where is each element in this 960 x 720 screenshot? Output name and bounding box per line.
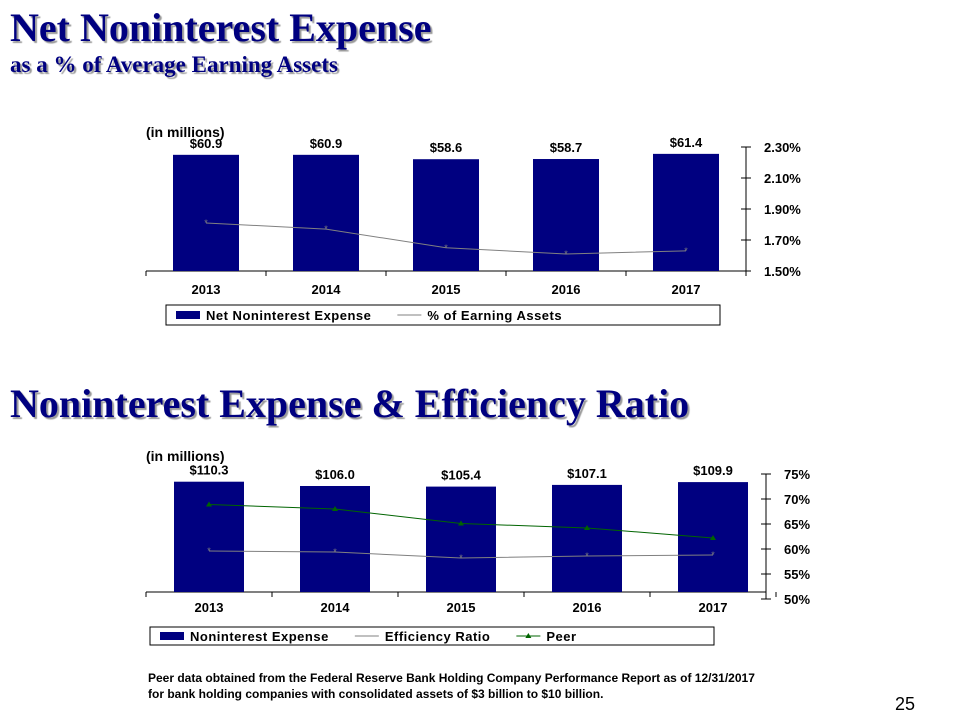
chart2-point-peer-2014 xyxy=(332,506,338,511)
chart1-point--of-earning-assets-2016: * xyxy=(564,249,568,259)
chart1-unit-label: (in millions) xyxy=(146,124,225,140)
chart2-point-efficiency-ratio-2014: * xyxy=(333,547,337,557)
chart2-y2-tick-label: 70% xyxy=(784,492,810,507)
chart2-point-peer-2016 xyxy=(584,525,590,530)
page-number: 25 xyxy=(895,694,916,714)
chart1-y2-tick-label: 1.70% xyxy=(764,233,801,248)
chart1-y2-tick-label: 1.50% xyxy=(764,264,801,279)
chart1-line--of-earning-assets xyxy=(205,222,687,255)
chart1-legend-swatch-bars xyxy=(176,311,200,319)
chart2-point-efficiency-ratio-2017: * xyxy=(711,550,715,560)
chart2-y2-tick-label: 55% xyxy=(784,567,810,582)
chart1-category-label-2016: 2016 xyxy=(552,282,581,297)
chart1-legend xyxy=(165,304,721,326)
chart2-point-peer-2013 xyxy=(206,501,212,507)
chart2-legend-swatch-bars xyxy=(160,632,184,640)
chart1-category-label-2013: 2013 xyxy=(192,282,221,297)
chart1-y2-tick-label: 2.30% xyxy=(764,140,801,155)
chart1-point--of-earning-assets-2017: * xyxy=(684,246,688,256)
chart2-line-efficiency-ratio xyxy=(208,550,714,559)
chart2-bar-2013 xyxy=(174,481,244,592)
chart1-subtitle: as a % of Average Earning Assets xyxy=(10,52,338,77)
footnote: Peer data obtained from the Federal Rese… xyxy=(148,670,755,702)
chart2-bar-2016 xyxy=(552,484,622,592)
chart1-bar-2013 xyxy=(173,154,239,271)
chart2-y2-tick-label: 50% xyxy=(784,592,810,607)
chart1-bar-label-2013: $60.9 xyxy=(190,136,223,151)
chart2-bar-label-2013: $110.3 xyxy=(189,463,228,478)
chart2-y2-tick-label: 60% xyxy=(784,542,810,557)
chart2-category-label-2013: 2013 xyxy=(195,600,224,615)
chart2-y2-tick-label: 65% xyxy=(784,517,810,532)
chart1-bar-label-2014: $60.9 xyxy=(310,136,343,151)
chart2-title: Noninterest Expense & Efficiency Ratio xyxy=(10,381,690,426)
chart1-legend-label: Net Noninterest Expense xyxy=(206,308,371,323)
chart2-category-label-2014: 2014 xyxy=(321,600,351,615)
chart2-category-label-2015: 2015 xyxy=(447,600,476,615)
chart1-title: Net Noninterest Expense xyxy=(10,5,432,50)
chart2-legend xyxy=(149,626,715,646)
chart2-bar-label-2014: $106.0 xyxy=(315,467,355,482)
chart2-bar-label-2016: $107.1 xyxy=(567,466,607,481)
chart1-legend-label: % of Earning Assets xyxy=(427,308,562,323)
chart2-legend-marker-peer xyxy=(525,633,532,638)
chart2-bar-label-2015: $105.4 xyxy=(441,468,482,483)
chart2-legend-label: Noninterest Expense xyxy=(190,629,329,644)
chart1-bar-label-2015: $58.6 xyxy=(430,140,463,155)
chart2-legend-label: Efficiency Ratio xyxy=(385,629,491,644)
chart2-point-efficiency-ratio-2013: * xyxy=(207,546,211,556)
chart1-category-label-2015: 2015 xyxy=(432,282,461,297)
chart2-bar-2015 xyxy=(426,486,496,592)
chart1-point--of-earning-assets-2013: * xyxy=(204,218,208,228)
footnote-line-2: for bank holding companies with consolid… xyxy=(148,687,604,701)
chart2-legend-label: Peer xyxy=(546,629,576,644)
chart1-bar-label-2016: $58.7 xyxy=(550,140,583,155)
chart2-bar-2014 xyxy=(300,486,370,592)
chart2-unit-label: (in millions) xyxy=(146,448,225,464)
chart1-point--of-earning-assets-2015: * xyxy=(444,243,448,253)
chart1-bar-2015 xyxy=(413,159,479,271)
footnote-line-1: Peer data obtained from the Federal Rese… xyxy=(148,671,755,685)
chart1-y2-tick-label: 1.90% xyxy=(764,202,801,217)
chart2-point-peer-2015 xyxy=(458,520,464,526)
chart2-point-efficiency-ratio-2016: * xyxy=(585,551,589,561)
chart1-category-label-2017: 2017 xyxy=(672,282,701,297)
chart1-bar-label-2017: $61.4 xyxy=(670,135,703,150)
chart1-point--of-earning-assets-2014: * xyxy=(324,224,328,234)
chart1-bar-2014 xyxy=(293,154,359,271)
chart2-bar-label-2017: $109.9 xyxy=(693,463,733,478)
chart2-point-efficiency-ratio-2015: * xyxy=(459,553,463,563)
chart2-y2-tick-label: 75% xyxy=(784,467,810,482)
chart2-point-peer-2017 xyxy=(710,535,716,540)
chart2-category-label-2016: 2016 xyxy=(573,600,602,615)
chart1-y2-tick-label: 2.10% xyxy=(764,171,801,186)
chart2-category-label-2017: 2017 xyxy=(699,600,728,615)
chart1-category-label-2014: 2014 xyxy=(312,282,342,297)
